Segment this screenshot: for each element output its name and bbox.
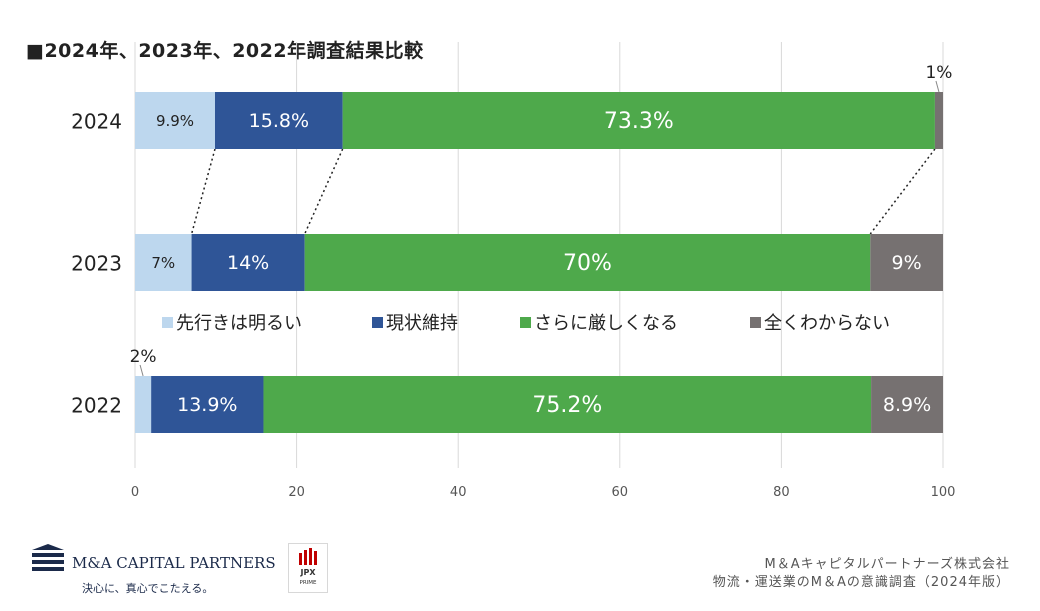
company-name: M&A CAPITAL PARTNERS xyxy=(72,554,276,572)
bar-segment xyxy=(342,92,935,149)
connector-line xyxy=(869,148,936,235)
bar-segment xyxy=(934,92,943,149)
x-tick-label: 60 xyxy=(612,485,629,500)
bars xyxy=(135,92,943,433)
jpx-prime-badge: JPX PRIME xyxy=(288,543,328,593)
bar-segment xyxy=(870,234,943,291)
label-leader-line xyxy=(139,364,144,377)
legend-swatch xyxy=(162,317,173,328)
connector-lines xyxy=(190,148,936,235)
bar-segment xyxy=(135,376,152,433)
bar-segment xyxy=(304,234,871,291)
jpx-sub-text: PRIME xyxy=(299,580,317,586)
jpx-text: JPX xyxy=(300,568,316,577)
bar-segment xyxy=(135,92,215,149)
data-label: 7% xyxy=(151,254,175,272)
source-survey: 物流・運送業のM＆Aの意識調査（2024年版） xyxy=(712,575,1010,590)
x-tick-label: 40 xyxy=(450,485,467,500)
legend-label: 現状維持 xyxy=(386,313,458,334)
category-label: 2022 xyxy=(71,394,122,418)
bar-segment xyxy=(214,92,343,149)
x-tick-label: 80 xyxy=(773,485,790,500)
jpx-icon xyxy=(299,548,317,565)
legend-swatch xyxy=(520,317,531,328)
legend-swatch xyxy=(372,317,383,328)
x-tick-label: 100 xyxy=(931,485,956,500)
bar-segment xyxy=(135,234,192,291)
data-label: 2% xyxy=(130,347,157,367)
connector-line xyxy=(303,148,344,235)
x-tick-label: 0 xyxy=(131,485,139,500)
bar-segment xyxy=(151,376,264,433)
category-label: 2023 xyxy=(71,252,122,276)
connector-line xyxy=(190,148,216,235)
page-title: ■2024年、2023年、2022年調査結果比較 xyxy=(26,40,424,62)
data-label: 9% xyxy=(892,252,922,274)
data-labels: 9.9% 15.8% 73.3% 1% 7% 14% 70% 9% 2% 13.9% 75.2% 8.… xyxy=(130,63,953,418)
category-label: 2024 xyxy=(71,110,122,134)
company-logo-icon xyxy=(32,544,64,571)
data-label: 9.9% xyxy=(156,112,194,130)
company-logo: M&A CAPITAL PARTNERS 決心に、真心でこたえる。 xyxy=(30,540,276,600)
bar-segment xyxy=(263,376,872,433)
data-label: 14% xyxy=(227,252,269,274)
data-label: 8.9% xyxy=(883,394,931,416)
legend-swatch xyxy=(750,317,761,328)
legend-label: さらに厳しくなる xyxy=(534,313,678,334)
x-tick-label: 20 xyxy=(288,485,305,500)
data-label: 75.2% xyxy=(532,393,602,418)
data-label: 70% xyxy=(563,251,612,276)
data-label: 15.8% xyxy=(249,110,309,132)
bar-segment xyxy=(191,234,305,291)
data-label: 13.9% xyxy=(177,394,237,416)
legend-label: 全くわからない xyxy=(764,313,890,334)
source-company: M＆Aキャピタルパートナーズ株式会社 xyxy=(764,557,1010,572)
company-tagline: 決心に、真心でこたえる。 xyxy=(82,582,214,595)
legend: 先行きは明るい 現状維持 さらに厳しくなる 全くわからない xyxy=(162,313,890,334)
axis-labels: 0 20 40 60 80 100 2024 2023 2022 xyxy=(71,110,955,501)
legend-label: 先行きは明るい xyxy=(176,313,302,334)
data-label: 1% xyxy=(925,63,952,83)
bar-segment xyxy=(871,376,943,433)
data-label: 73.3% xyxy=(604,109,674,134)
label-leader-line xyxy=(935,80,940,93)
